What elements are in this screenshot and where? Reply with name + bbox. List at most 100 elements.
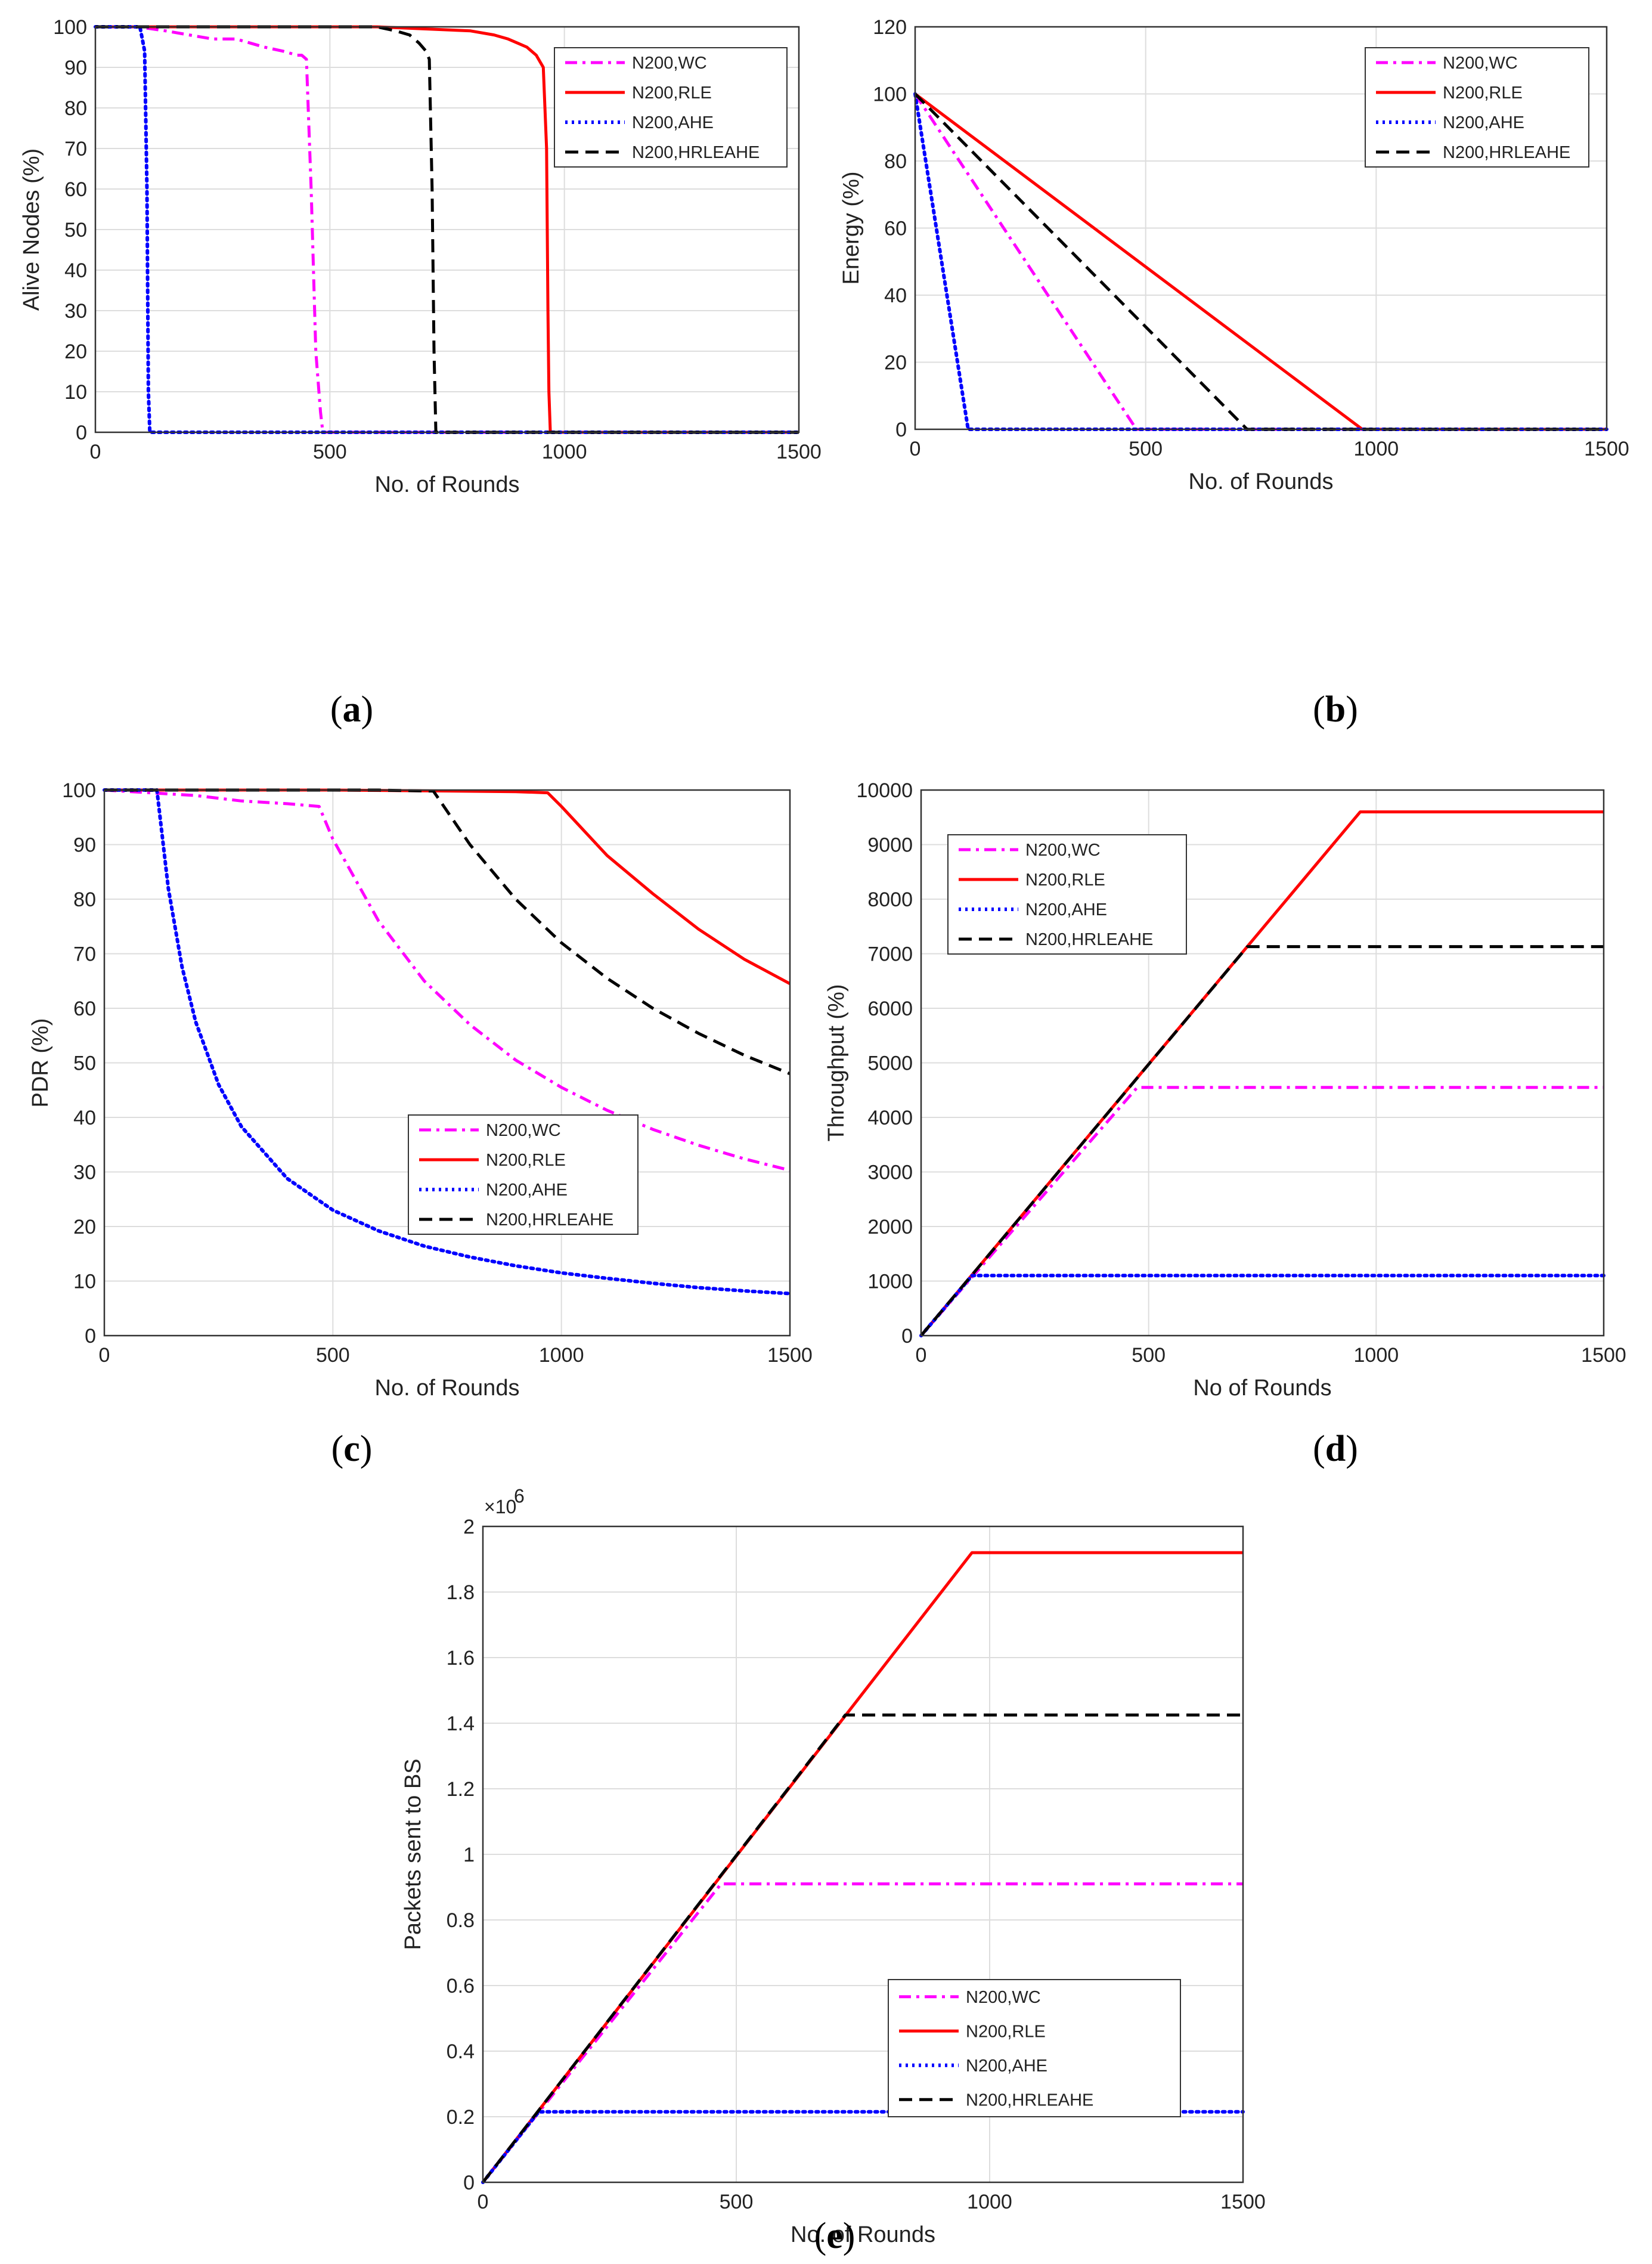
x-axis-label: No. of Rounds [1189,469,1334,494]
legend-label-wc: N200,WC [966,1988,1041,2007]
legend-label-hrleahe: N200,HRLEAHE [632,143,760,162]
y-tick-label: 0 [895,419,907,441]
x-tick-label: 1500 [1220,2191,1266,2213]
y-tick-label: 0.6 [447,1975,475,1997]
panel-a: 0 500 1000 1500 0 10 20 30 40 50 60 70 80 90 100 No. of… [19,16,822,730]
y-tick-label: 100 [873,83,907,106]
y-tick-label: 60 [73,998,96,1020]
legend-label-ahe: N200,AHE [1025,900,1107,919]
y-tick-label: 60 [884,218,907,240]
x-axis-label: No. of Rounds [375,1376,520,1401]
axes-frame [914,26,1608,430]
series-line-ahe [94,25,801,434]
y-tick-label: 120 [873,16,907,39]
y-tick-label: 8000 [867,888,913,911]
legend-label-rle: N200,RLE [1025,871,1105,890]
x-tick-label: 1000 [1354,438,1399,460]
legend-label-hrleahe: N200,HRLEAHE [1443,143,1570,162]
y-tick-label: 100 [62,779,96,802]
y-tick-label: 30 [64,300,87,323]
y-axis-label: Packets sent to BS [401,1758,426,1950]
legend-label-rle: N200,RLE [486,1151,566,1170]
y-multiplier-label: ×10 [484,1496,516,1517]
y-tick-label: 80 [73,888,96,911]
panel-c: 0 500 1000 1500 0 10 20 30 40 50 60 70 80 90 100 No. of… [28,779,813,1469]
y-tick-label: 100 [53,16,87,39]
y-axis-label: Throughput (%) [824,984,849,1141]
x-tick-label: 1500 [767,1344,813,1367]
x-tick-label: 0 [99,1344,110,1367]
y-tick-label: 0.2 [447,2106,475,2129]
axes-frame [920,789,1605,1337]
panel-caption: (b) [1313,689,1358,730]
y-tick-label: 6000 [867,998,913,1020]
series-line-hrleahe [482,1713,1243,2184]
y-tick-label: 0.8 [447,1909,475,1932]
y-tick-label: 1 [463,1844,475,1866]
y-tick-label: 50 [64,219,87,241]
x-tick-label: 500 [313,441,347,463]
legend-label-rle: N200,RLE [632,83,712,103]
x-tick-label: 0 [910,438,921,460]
y-tick-label: 1000 [867,1271,913,1293]
axes-frame [103,789,791,1337]
y-tick-label: 1.8 [447,1581,475,1604]
y-tick-label: 1.6 [447,1647,475,1670]
y-tick-label: 10000 [856,779,913,802]
panel-b: 0 500 1000 1500 0 20 40 60 80 100 120 No. of Rounds… [839,16,1629,730]
y-tick-label: 90 [64,57,87,79]
panel-caption: (e) [814,2216,856,2256]
series-line-ahe [103,788,792,1296]
y-tick-label: 2 [463,1516,475,1538]
x-tick-label: 500 [1132,1344,1166,1367]
series-line-rle [95,25,799,434]
panel-d: 0 500 1000 1500 0 1000 2000 3000 4000 5000 6000 700… [824,779,1626,1469]
legend-label-hrleahe: N200,HRLEAHE [486,1210,613,1229]
y-axis-label: Alive Nodes (%) [19,148,44,311]
y-tick-label: 5000 [867,1052,913,1075]
y-tick-label: 9000 [867,834,913,857]
y-tick-label: 40 [884,284,907,307]
legend-label-ahe: N200,AHE [486,1181,568,1200]
x-tick-label: 0 [478,2191,489,2213]
y-tick-label: 20 [73,1216,96,1238]
x-axis-label: No. of Rounds [791,2222,935,2247]
y-tick-label: 60 [64,178,87,201]
y-tick-label: 90 [73,834,96,857]
y-tick-label: 0 [76,422,87,444]
legend-label-hrleahe: N200,HRLEAHE [966,2090,1093,2110]
x-tick-label: 0 [916,1344,927,1367]
legend-box [947,834,1187,955]
x-axis-label: No of Rounds [1193,1376,1331,1401]
y-tick-label: 3000 [867,1162,913,1184]
y-tick-label: 70 [64,138,87,160]
series-line-rle [104,788,791,986]
x-tick-label: 500 [720,2191,754,2213]
legend-label-rle: N200,RLE [1443,83,1523,103]
axes-frame [482,1525,1244,2184]
y-tick-label: 0.4 [447,2040,475,2063]
y-axis-label: PDR (%) [28,1018,53,1108]
legend-box [1365,47,1589,168]
legend-label-wc: N200,WC [1025,841,1101,860]
y-axis-label: Energy (%) [839,171,864,284]
x-tick-label: 500 [316,1344,350,1367]
legend-label-ahe: N200,AHE [966,2057,1047,2076]
y-tick-label: 50 [73,1052,96,1075]
y-tick-label: 10 [64,381,87,404]
series-line-wc [913,93,1607,431]
y-tick-label: 80 [884,150,907,173]
panel-caption: (d) [1313,1429,1358,1469]
x-tick-label: 1000 [1354,1344,1399,1367]
legend-label-rle: N200,RLE [966,2022,1046,2041]
y-tick-label: 70 [73,943,96,966]
legend-label-ahe: N200,AHE [1443,113,1524,132]
x-tick-label: 500 [1129,438,1163,460]
legend-label-wc: N200,WC [632,54,707,73]
y-multiplier-exponent: 6 [514,1485,525,1507]
legend-box [888,1979,1181,2117]
y-tick-label: 10 [73,1271,96,1293]
x-tick-label: 1000 [539,1344,584,1367]
panel-caption: (a) [330,689,373,730]
legend-box [408,1114,639,1235]
